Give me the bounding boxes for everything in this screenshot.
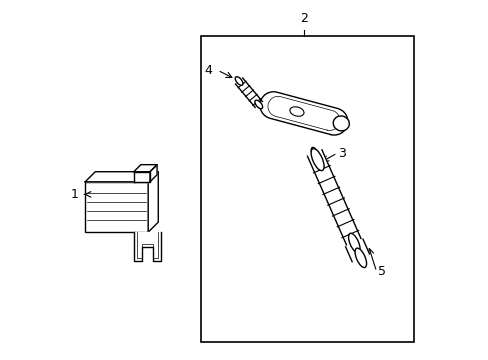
Polygon shape — [134, 172, 150, 182]
Polygon shape — [307, 150, 361, 246]
Ellipse shape — [348, 233, 359, 253]
Text: 1: 1 — [71, 188, 79, 201]
Text: 3: 3 — [337, 147, 346, 159]
Polygon shape — [85, 182, 148, 232]
Text: 5: 5 — [377, 265, 385, 278]
Ellipse shape — [310, 149, 324, 171]
Ellipse shape — [254, 100, 262, 109]
Polygon shape — [85, 172, 158, 182]
Ellipse shape — [332, 116, 348, 131]
Polygon shape — [235, 78, 262, 107]
Ellipse shape — [354, 248, 366, 267]
Ellipse shape — [235, 77, 243, 85]
Polygon shape — [150, 165, 157, 182]
Polygon shape — [134, 232, 161, 261]
Ellipse shape — [289, 107, 304, 116]
Polygon shape — [134, 165, 157, 172]
Polygon shape — [260, 92, 347, 135]
Ellipse shape — [310, 148, 318, 158]
Text: 2: 2 — [299, 12, 307, 25]
Polygon shape — [148, 172, 158, 232]
Text: 4: 4 — [204, 64, 212, 77]
Polygon shape — [345, 239, 369, 262]
Bar — [201, 36, 413, 342]
